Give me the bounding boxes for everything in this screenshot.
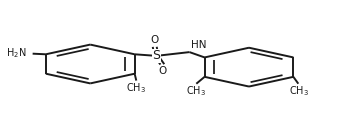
Text: CH$_3$: CH$_3$ (289, 84, 309, 98)
Text: H$_2$N: H$_2$N (5, 46, 26, 60)
Text: CH$_3$: CH$_3$ (186, 84, 206, 98)
Text: S: S (152, 49, 161, 62)
Text: O: O (151, 35, 159, 45)
Text: O: O (158, 66, 166, 76)
Text: HN: HN (191, 40, 207, 50)
Text: CH$_3$: CH$_3$ (126, 82, 146, 95)
